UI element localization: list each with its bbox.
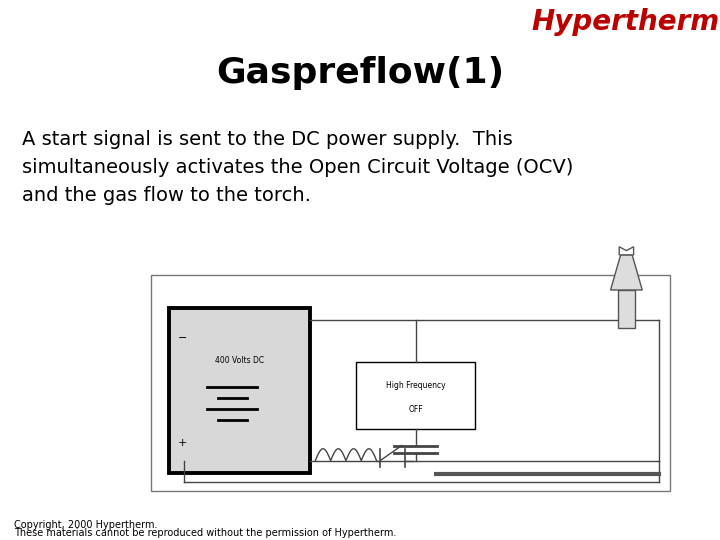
Text: A start signal is sent to the DC power supply.  This
simultaneously activates th: A start signal is sent to the DC power s…	[22, 130, 573, 205]
Text: These materials cannot be reproduced without the permission of Hypertherm.: These materials cannot be reproduced wit…	[14, 528, 397, 538]
Text: 400 Volts DC: 400 Volts DC	[215, 356, 264, 365]
Bar	[356, 362, 475, 429]
Bar	[151, 275, 670, 491]
Text: −: −	[178, 333, 187, 342]
Text: Copyright, 2000 Hypertherm.: Copyright, 2000 Hypertherm.	[14, 520, 158, 530]
Text: OFF: OFF	[408, 404, 423, 414]
Text: +: +	[178, 438, 187, 448]
Bar	[618, 290, 635, 328]
Polygon shape	[611, 255, 642, 290]
Text: Hypertherm: Hypertherm	[532, 8, 720, 36]
Text: High Frequency: High Frequency	[386, 381, 446, 390]
Bar	[169, 308, 310, 472]
Polygon shape	[619, 247, 634, 255]
Text: Gaspreflow(1): Gaspreflow(1)	[216, 56, 504, 90]
